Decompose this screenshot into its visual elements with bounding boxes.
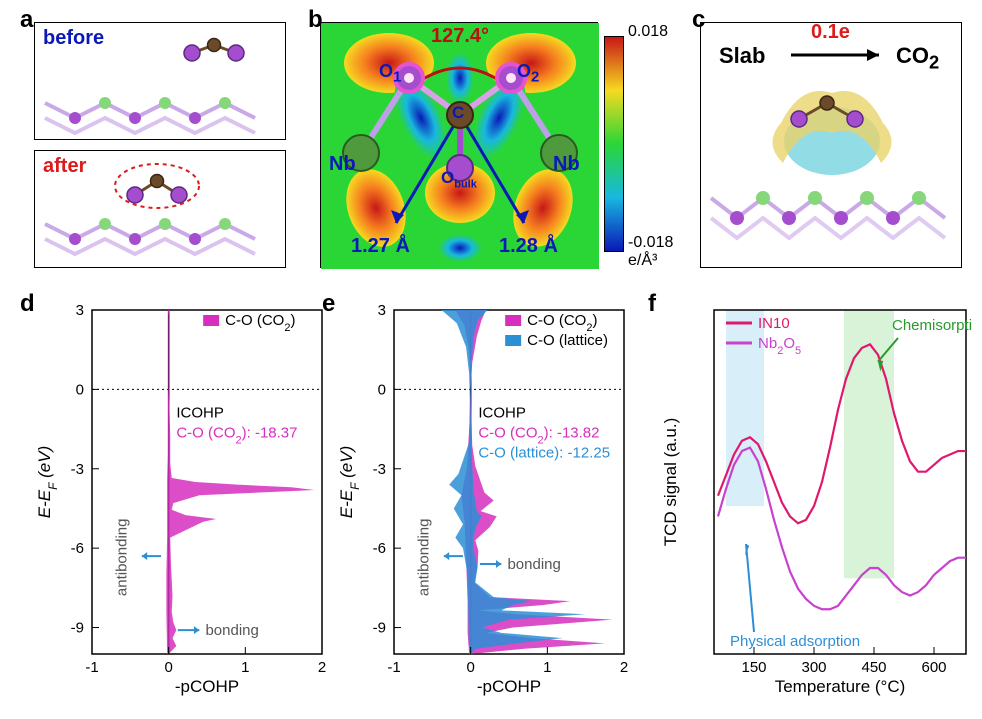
svg-text:1: 1 [543, 659, 551, 676]
svg-text:Nb2O5: Nb2O5 [758, 335, 801, 357]
svg-text:C-O (lattice): -12.25: C-O (lattice): -12.25 [478, 444, 610, 461]
bond2-text: 1.28 Å [499, 235, 558, 258]
svg-text:600: 600 [921, 659, 946, 676]
after-text: after [43, 155, 86, 178]
svg-text:3: 3 [76, 302, 84, 319]
svg-text:0: 0 [378, 381, 386, 398]
svg-text:0: 0 [466, 659, 474, 676]
panel-b-heatmap [321, 23, 599, 269]
svg-text:450: 450 [861, 659, 886, 676]
svg-text:150: 150 [741, 659, 766, 676]
nb1-label: Nb [329, 153, 356, 176]
svg-text:bonding: bonding [507, 556, 560, 573]
slab-text: Slab [719, 43, 765, 69]
colorbar-top: 0.018 [628, 23, 668, 41]
transfer-text: 0.1e [811, 21, 850, 44]
colorbar [604, 36, 624, 252]
o2-label: O2 [517, 61, 539, 86]
figure-root: a before after [0, 0, 982, 719]
colorbar-unit: e/Å³ [628, 252, 657, 270]
svg-text:1: 1 [241, 659, 249, 676]
panel-d-chart: -1012-9-6-303-pCOHPE-EF (eV)C-O (CO2)ICO… [34, 300, 332, 700]
svg-text:-3: -3 [71, 461, 84, 478]
svg-text:2: 2 [318, 659, 326, 676]
panel-f-label: f [648, 290, 656, 318]
panel-e-label: e [322, 290, 335, 318]
panel-e-chart: -1012-9-6-303-pCOHPE-EF (eV)C-O (CO2)C-O… [336, 300, 634, 700]
svg-text:-3: -3 [373, 461, 386, 478]
svg-text:-9: -9 [373, 620, 386, 637]
angle-text: 127.4° [431, 25, 489, 48]
svg-text:Physical adsorption: Physical adsorption [730, 633, 860, 650]
svg-text:IN10: IN10 [758, 315, 790, 332]
before-text: before [43, 27, 104, 50]
panel-b-label: b [308, 6, 323, 34]
svg-text:TCD signal (a.u.): TCD signal (a.u.) [661, 418, 680, 546]
panel-a-after: after [34, 150, 286, 268]
svg-text:ICOHP: ICOHP [176, 404, 224, 421]
panel-a-before: before [34, 22, 286, 140]
svg-text:-6: -6 [71, 540, 84, 557]
svg-text:antibonding: antibonding [416, 519, 433, 597]
svg-text:E-EF (eV): E-EF (eV) [35, 446, 60, 519]
obulk-label: Obulk [441, 168, 477, 190]
svg-text:-6: -6 [373, 540, 386, 557]
co2-text: CO2 [896, 43, 939, 73]
svg-text:Temperature (°C): Temperature (°C) [775, 677, 906, 696]
svg-text:C-O (lattice): C-O (lattice) [527, 332, 608, 349]
svg-text:bonding: bonding [205, 622, 258, 639]
c-label: C [452, 103, 464, 123]
panel-f-chart: 150 300 450 600 Temperature (°C) TCD signal (… [660, 300, 972, 700]
svg-text:E-EF (eV): E-EF (eV) [337, 446, 362, 519]
svg-text:0: 0 [164, 659, 172, 676]
svg-text:-pCOHP: -pCOHP [175, 677, 239, 696]
svg-text:-9: -9 [71, 620, 84, 637]
panel-a-label: a [20, 6, 33, 34]
svg-text:300: 300 [801, 659, 826, 676]
o1-label: O1 [379, 61, 401, 86]
svg-text:2: 2 [620, 659, 628, 676]
bond1-text: 1.27 Å [351, 235, 410, 258]
panel-b: 127.4° O1 O2 C Obulk Nb Nb 1.27 Å 1.28 Å [320, 22, 598, 268]
panel-d-label: d [20, 290, 35, 318]
svg-text:0: 0 [76, 381, 84, 398]
svg-text:Chemisorption: Chemisorption [892, 317, 972, 334]
panel-c-label: c [692, 6, 705, 34]
svg-text:antibonding: antibonding [114, 519, 131, 597]
nb2-label: Nb [553, 153, 580, 176]
svg-text:-1: -1 [387, 659, 400, 676]
svg-text:ICOHP: ICOHP [478, 404, 526, 421]
svg-text:3: 3 [378, 302, 386, 319]
svg-text:-pCOHP: -pCOHP [477, 677, 541, 696]
svg-text:-1: -1 [85, 659, 98, 676]
panel-c: Slab 0.1e CO2 [700, 22, 962, 268]
colorbar-bottom: -0.018 [628, 234, 673, 252]
